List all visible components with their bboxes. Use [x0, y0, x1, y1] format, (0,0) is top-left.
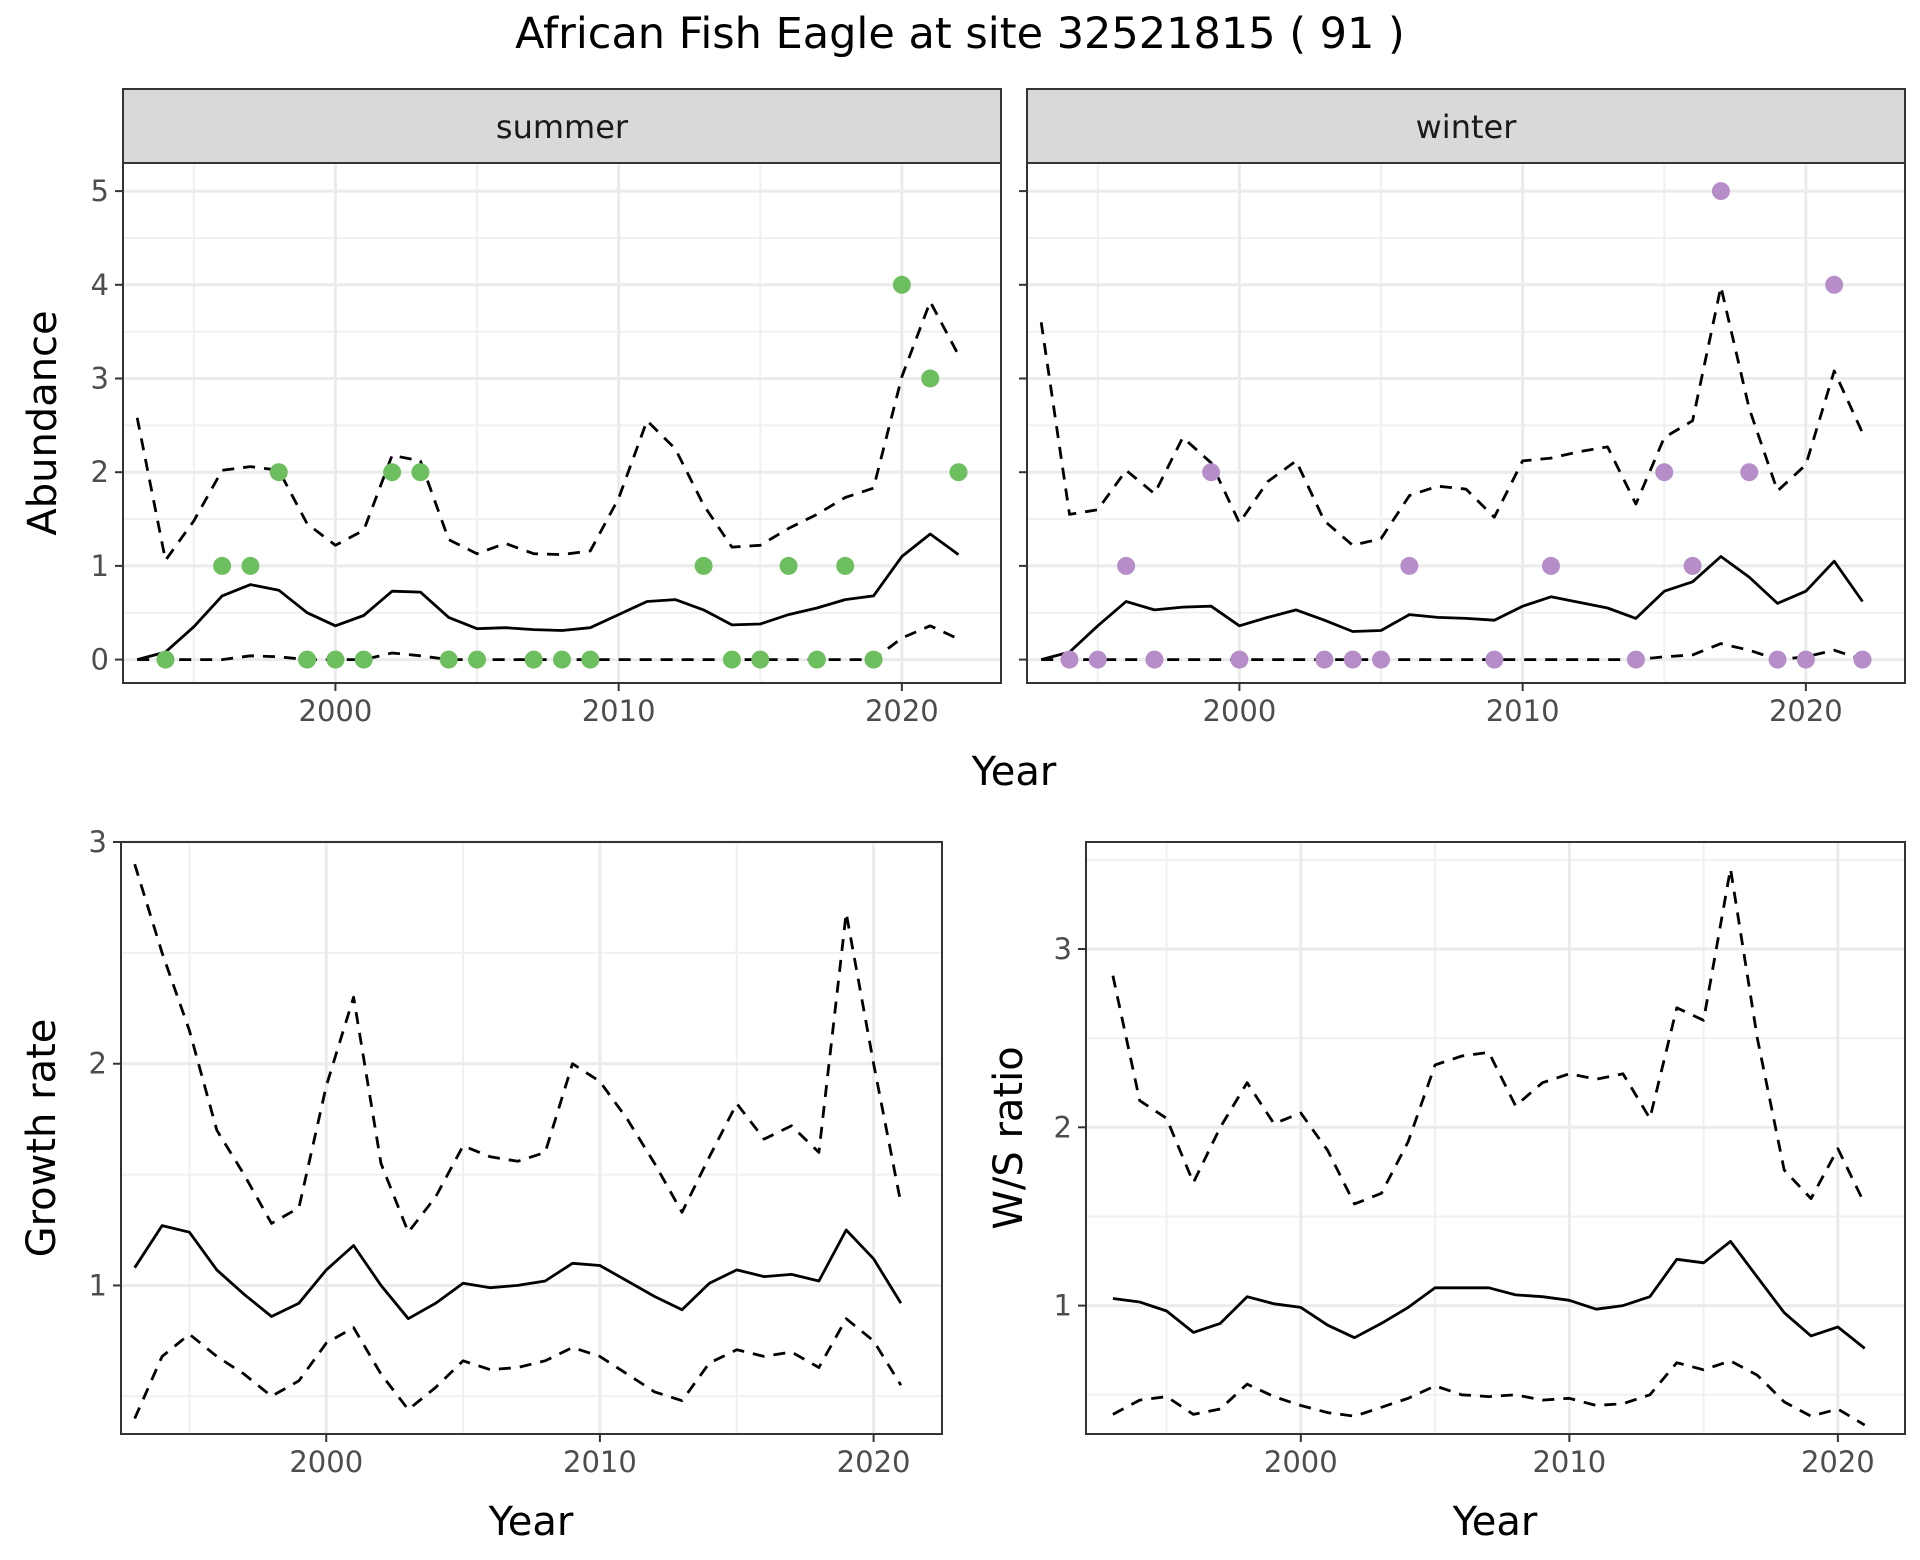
observation-point [779, 556, 798, 575]
series-line-estimate [136, 532, 960, 661]
series-line-estimate [133, 1224, 903, 1321]
observation-point [1655, 463, 1674, 482]
observation-point [383, 463, 402, 482]
x-axis-title-ws: Year [1452, 1499, 1538, 1545]
y-axis-title-ws: W/S ratio [986, 1046, 1032, 1229]
y-axis-title-abundance: Abundance [20, 310, 66, 535]
observation-point [1740, 463, 1759, 482]
x-tick-label: 2000 [1203, 694, 1277, 728]
strip-label-winter: winter [1416, 108, 1518, 146]
observation-point [524, 650, 543, 669]
series-line-estimate [1040, 555, 1864, 661]
observation-point [807, 650, 826, 669]
y-tick-label: 2 [1054, 1110, 1072, 1144]
x-tick-label: 2000 [289, 1445, 363, 1479]
observation-point [553, 650, 571, 669]
strip-summer [122, 88, 1002, 164]
observation-point [694, 556, 713, 575]
observation-point [921, 369, 940, 388]
observation-point [1768, 650, 1787, 669]
observation-point [411, 463, 430, 482]
observation-point [1626, 650, 1645, 669]
x-tick-label: 2000 [299, 694, 373, 728]
y-tick-label: 0 [91, 643, 109, 677]
x-tick-label: 2010 [563, 1445, 637, 1479]
observation-point [468, 650, 487, 669]
y-tick-label: 1 [1054, 1289, 1072, 1323]
y-tick-label: 3 [1054, 932, 1072, 966]
x-tick-label: 2020 [837, 1445, 911, 1479]
observation-point [354, 650, 373, 669]
y-tick-label: 5 [91, 174, 109, 208]
observation-point [241, 556, 260, 575]
x-axis-title-growth: Year [488, 1499, 574, 1545]
y-tick-label: 2 [91, 455, 109, 489]
observation-point [1711, 182, 1730, 201]
y-tick-label: 4 [91, 268, 109, 302]
observation-point [581, 650, 600, 669]
observation-point [949, 463, 968, 482]
x-tick-label: 2020 [1801, 1445, 1875, 1479]
y-tick-label: 1 [89, 1268, 107, 1302]
observation-point [1683, 556, 1702, 575]
strip-winter [1026, 88, 1906, 164]
series-line-upper [1039, 285, 1864, 547]
observation-point [1230, 650, 1249, 669]
observation-point [298, 650, 317, 669]
series-line-upper [133, 863, 903, 1234]
panel-growth-rate: 1 2 3 2000 2010 2020 [89, 825, 943, 1479]
observation-point [892, 275, 911, 294]
observation-point [1145, 650, 1164, 669]
observation-point [1796, 650, 1815, 669]
observation-point [864, 650, 883, 669]
series-line-estimate [1112, 1240, 1866, 1350]
observation-point [1202, 463, 1221, 482]
y-tick-label: 3 [91, 361, 109, 395]
panel-summer-abundance: summer 0 1 2 3 4 5 2000 2010 2020 [91, 88, 1002, 728]
y-tick-label: 2 [89, 1047, 107, 1081]
observation-point [439, 650, 458, 669]
observation-point [1060, 650, 1079, 669]
y-tick-label: 3 [89, 825, 107, 859]
series-line-upper [1111, 867, 1866, 1206]
observation-point [1485, 650, 1504, 669]
strip-label-summer: summer [496, 108, 629, 146]
panel-winter-abundance: winter 2000 2010 2020 [1019, 88, 1906, 728]
y-tick-label: 1 [91, 549, 109, 583]
x-axis-title-top: Year [971, 749, 1057, 795]
x-tick-label: 2010 [1486, 694, 1560, 728]
observation-point [836, 556, 855, 575]
x-tick-label: 2000 [1264, 1445, 1338, 1479]
observation-point [1400, 556, 1419, 575]
series-line-lower [137, 624, 960, 661]
x-tick-label: 2010 [1532, 1445, 1606, 1479]
series-line-lower [1112, 1359, 1866, 1427]
observation-point [1315, 650, 1334, 669]
series-line-lower [133, 1317, 903, 1420]
series-line-upper [135, 300, 960, 562]
panel-ws-ratio: 1 2 3 2000 2010 2020 [1054, 841, 1906, 1479]
observation-point [1372, 650, 1391, 669]
x-tick-label: 2020 [1769, 694, 1843, 728]
observation-point [1343, 650, 1362, 669]
observation-point [751, 650, 770, 669]
x-tick-label: 2020 [865, 694, 939, 728]
observation-point [1541, 556, 1560, 575]
observation-point [156, 650, 175, 669]
observation-point [1117, 556, 1136, 575]
x-tick-label: 2010 [582, 694, 656, 728]
figure-title: African Fish Eagle at site 32521815 ( 91… [515, 9, 1405, 59]
observation-point [269, 463, 288, 482]
observation-point [722, 650, 741, 669]
series-line-lower [1041, 642, 1863, 661]
observation-point [1825, 275, 1844, 294]
observation-point [1088, 650, 1107, 669]
y-axis-title-growth: Growth rate [19, 1019, 65, 1258]
observation-point [1853, 650, 1872, 669]
observation-point [326, 650, 345, 669]
observation-point [213, 556, 232, 575]
